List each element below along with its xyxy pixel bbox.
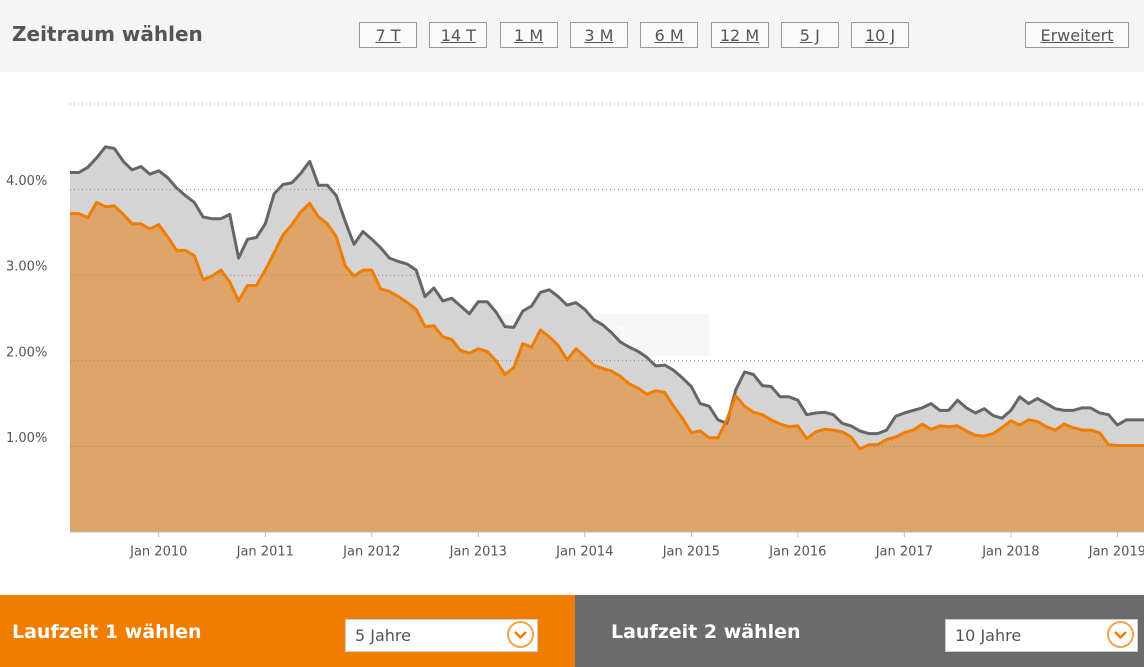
x-tick-label: Jan 2012: [342, 545, 400, 560]
x-tick-label: Jan 2017: [875, 545, 933, 560]
y-tick-label: 4.00%: [6, 174, 47, 189]
chevron-icon: [514, 631, 527, 640]
period-button[interactable]: 14 T: [429, 22, 488, 48]
x-tick-label: Jan 2016: [768, 545, 826, 560]
y-tick-label: 3.00%: [6, 260, 47, 275]
y-tick-label: 2.00%: [6, 345, 47, 360]
period-button[interactable]: 7 T: [359, 22, 417, 48]
chevron: [1107, 621, 1134, 648]
period-bar: Zeitraum wählen Erweitert 7 T 14 T 1 M 3 M 6…: [0, 0, 1144, 72]
line: [70, 200, 1144, 451]
term-panel-1: Laufzeit 1 wählen 5 Jahre: [0, 595, 575, 667]
x-tick-label: Jan 2011: [236, 545, 294, 560]
period-button[interactable]: 6 M: [640, 22, 699, 48]
line: [70, 145, 1144, 436]
chevron: [507, 621, 534, 648]
term-panel-2: Laufzeit 2 wählen 10 Jahre: [575, 595, 1144, 667]
period-button[interactable]: 1 M: [499, 22, 558, 48]
y-tick-label: 1.00%: [6, 431, 47, 446]
period-button[interactable]: 5 J: [780, 22, 839, 48]
x-tick-label: Jan 2015: [662, 545, 720, 560]
term-select[interactable]: 10 Jahre: [945, 619, 1138, 652]
term-select[interactable]: 5 Jahre: [345, 619, 538, 652]
select-value: 5 Jahre: [355, 626, 411, 645]
x-tick-label: Jan 2010: [129, 545, 187, 560]
chart: interhyp1.00%2.00%3.00%4.00%Jan 2010Jan …: [6, 103, 1144, 560]
x-tick-label: Jan 2013: [449, 545, 507, 560]
x-tick-label: Jan 2018: [981, 545, 1039, 560]
period-button[interactable]: 3 M: [569, 22, 628, 48]
chevron-icon: [1114, 631, 1127, 640]
period-button[interactable]: 10 J: [851, 22, 910, 48]
x-tick-label: Jan 2019: [1088, 545, 1144, 560]
period-title: Zeitraum wählen: [12, 22, 203, 46]
select-value: 10 Jahre: [955, 626, 1022, 645]
term-label: Laufzeit 1 wählen: [12, 621, 202, 643]
area-fill: [70, 202, 1144, 532]
term-label: Laufzeit 2 wählen: [611, 621, 801, 643]
advanced-button[interactable]: Erweitert: [1025, 22, 1129, 48]
x-tick-label: Jan 2014: [555, 545, 613, 560]
period-button[interactable]: 12 M: [710, 22, 769, 48]
